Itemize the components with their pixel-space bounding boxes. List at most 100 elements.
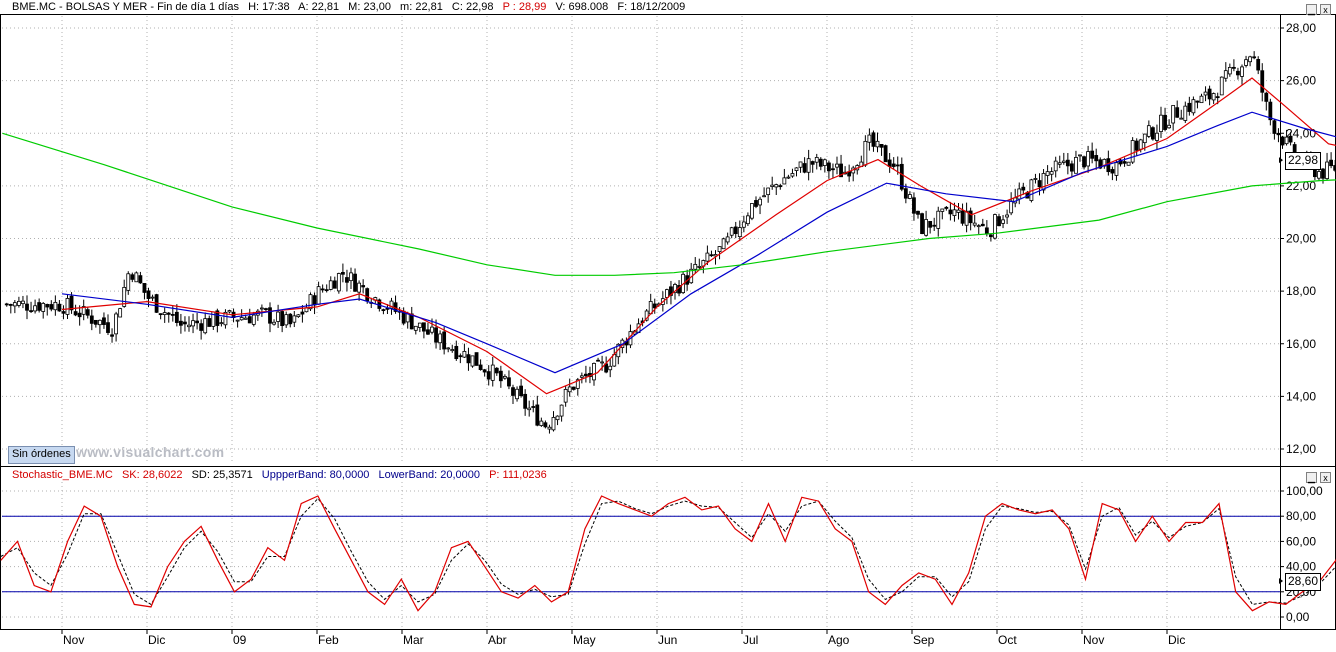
- candle-body: [892, 164, 895, 167]
- price-pane-frame: [1, 15, 1336, 467]
- candle-body: [503, 376, 506, 378]
- candle-body: [1241, 67, 1244, 76]
- candle-body: [102, 318, 105, 325]
- candle-body: [949, 210, 952, 214]
- candle-body: [1058, 163, 1061, 165]
- candle-body: [131, 275, 134, 280]
- candle-body: [260, 308, 263, 309]
- candle-body: [718, 247, 721, 252]
- candle-body: [1123, 162, 1126, 164]
- candle-body: [710, 255, 713, 256]
- candle-body: [46, 304, 49, 307]
- candle-body: [151, 297, 154, 298]
- candle-body: [1322, 169, 1325, 178]
- sk-line: [1, 496, 1336, 611]
- candle-body: [921, 214, 924, 234]
- candle-body: [1139, 140, 1142, 149]
- candle-body: [1330, 160, 1333, 165]
- candle-body: [1220, 77, 1223, 95]
- candle-body: [985, 228, 988, 234]
- candle-body: [297, 315, 300, 317]
- stoch-y-tick-label: 100,00: [1286, 484, 1323, 498]
- candle-body: [904, 189, 907, 199]
- close-stochastic-button[interactable]: x: [1320, 472, 1331, 483]
- candle-body: [1326, 162, 1329, 179]
- candle-body: [9, 304, 12, 305]
- candle-body: [196, 321, 199, 323]
- candle-body: [358, 283, 361, 292]
- candle-body: [1180, 118, 1183, 119]
- candle-body: [694, 264, 697, 269]
- candle-body: [1317, 172, 1320, 179]
- candle-body: [1018, 189, 1021, 199]
- candle-body: [236, 320, 239, 321]
- candle-body: [54, 302, 57, 309]
- candle-body: [1111, 169, 1114, 173]
- candle-body: [192, 321, 195, 326]
- candle-body: [309, 295, 312, 309]
- candle-body: [289, 314, 292, 324]
- price-y-tick-label: 26,00: [1286, 74, 1316, 88]
- candle-body: [961, 211, 964, 223]
- candle-body: [495, 368, 498, 373]
- x-tick-label: Sep: [913, 633, 935, 647]
- candle-body: [455, 346, 458, 358]
- stochastic-p-label: P: 111,0236: [489, 469, 547, 481]
- upper-band-label: UppperBand: 80,0000: [262, 469, 370, 481]
- x-tick-label: Dic: [148, 633, 165, 647]
- candle-body: [823, 160, 826, 166]
- candle-body: [115, 314, 118, 334]
- stochastic-name-label: Stochastic_BME.MC: [12, 469, 113, 481]
- candle-body: [179, 321, 182, 325]
- candle-body: [998, 217, 1001, 226]
- candle-body: [139, 276, 142, 283]
- candle-body: [969, 211, 972, 223]
- candle-body: [479, 365, 482, 370]
- candle-body: [1164, 115, 1167, 129]
- candle-body: [665, 290, 668, 298]
- candle-body: [167, 313, 170, 314]
- candle-body: [350, 273, 353, 281]
- candle-body: [730, 228, 733, 236]
- candle-body: [864, 141, 867, 165]
- minimize-price-button[interactable]: ▁: [1306, 4, 1317, 15]
- candle-body: [269, 308, 272, 323]
- symbol-label: BME.MC - BOLSAS Y MER - Fin de día 1 día…: [12, 1, 239, 13]
- candle-body: [1160, 115, 1163, 131]
- candle-body: [572, 387, 575, 389]
- stochastic-header: Stochastic_BME.MC SK: 28,6022 SD: 25,357…: [12, 469, 553, 481]
- candle-body: [467, 355, 470, 363]
- candle-body: [248, 317, 251, 323]
- candle-body: [548, 427, 551, 429]
- candle-body: [1281, 137, 1284, 145]
- close-price-button[interactable]: x: [1320, 4, 1331, 15]
- candle-body: [491, 365, 494, 380]
- candle-body: [734, 227, 737, 234]
- x-tick-label: May: [573, 633, 596, 647]
- candle-body: [435, 328, 438, 342]
- minimize-stochastic-button[interactable]: ▁: [1306, 472, 1317, 483]
- stoch-y-tick-label: 40,00: [1286, 560, 1316, 574]
- candle-body: [321, 289, 324, 290]
- date-label: F: 18/12/2009: [617, 1, 685, 13]
- candle-body: [220, 323, 223, 324]
- candle-body: [767, 188, 770, 195]
- x-tick-label: Ago: [828, 633, 850, 647]
- sin-ordenes-button[interactable]: Sin órdenes: [8, 446, 75, 464]
- candle-body: [1176, 108, 1179, 118]
- x-tick-label: Mar: [403, 633, 424, 647]
- candle-body: [443, 332, 446, 349]
- candle-body: [819, 159, 822, 166]
- candle-body: [540, 421, 543, 425]
- candle-body: [803, 164, 806, 173]
- candle-body: [107, 323, 110, 333]
- candle-body: [609, 366, 612, 369]
- candle-body: [70, 296, 73, 310]
- volume-label: V: 698.008: [555, 1, 608, 13]
- candle-body: [929, 221, 932, 227]
- candle-body: [317, 287, 320, 305]
- candle-body: [706, 253, 709, 261]
- candle-body: [21, 301, 24, 304]
- candle-body: [277, 312, 280, 321]
- candle-body: [66, 298, 69, 314]
